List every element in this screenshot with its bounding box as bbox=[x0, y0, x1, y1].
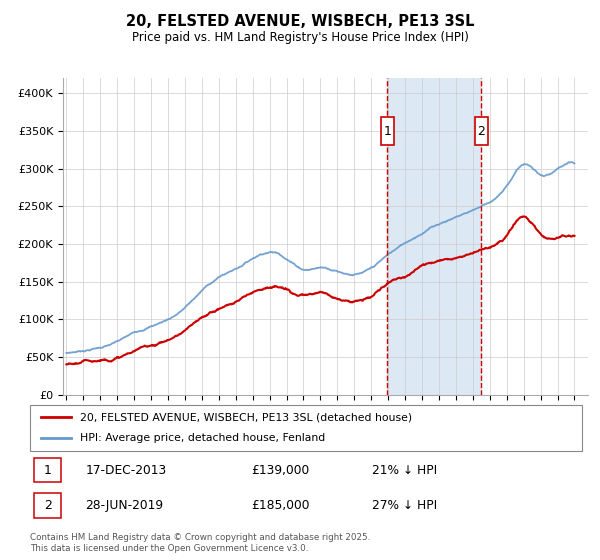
Text: 1: 1 bbox=[44, 464, 52, 477]
Text: Price paid vs. HM Land Registry's House Price Index (HPI): Price paid vs. HM Land Registry's House … bbox=[131, 31, 469, 44]
Text: 20, FELSTED AVENUE, WISBECH, PE13 3SL (detached house): 20, FELSTED AVENUE, WISBECH, PE13 3SL (d… bbox=[80, 412, 412, 422]
Text: 17-DEC-2013: 17-DEC-2013 bbox=[85, 464, 166, 477]
FancyBboxPatch shape bbox=[381, 117, 394, 146]
Text: Contains HM Land Registry data © Crown copyright and database right 2025.
This d: Contains HM Land Registry data © Crown c… bbox=[30, 533, 370, 553]
Text: 2: 2 bbox=[477, 125, 485, 138]
Text: HPI: Average price, detached house, Fenland: HPI: Average price, detached house, Fenl… bbox=[80, 433, 325, 444]
Text: 27% ↓ HPI: 27% ↓ HPI bbox=[372, 499, 437, 512]
Text: 2: 2 bbox=[44, 499, 52, 512]
Text: 28-JUN-2019: 28-JUN-2019 bbox=[85, 499, 163, 512]
Text: 21% ↓ HPI: 21% ↓ HPI bbox=[372, 464, 437, 477]
FancyBboxPatch shape bbox=[475, 117, 488, 146]
Bar bbox=[388, 78, 481, 395]
Text: 20, FELSTED AVENUE, WISBECH, PE13 3SL: 20, FELSTED AVENUE, WISBECH, PE13 3SL bbox=[126, 14, 474, 29]
Text: £185,000: £185,000 bbox=[251, 499, 310, 512]
FancyBboxPatch shape bbox=[34, 458, 61, 482]
FancyBboxPatch shape bbox=[30, 405, 582, 451]
Text: £139,000: £139,000 bbox=[251, 464, 309, 477]
Text: 1: 1 bbox=[383, 125, 391, 138]
FancyBboxPatch shape bbox=[34, 493, 61, 518]
